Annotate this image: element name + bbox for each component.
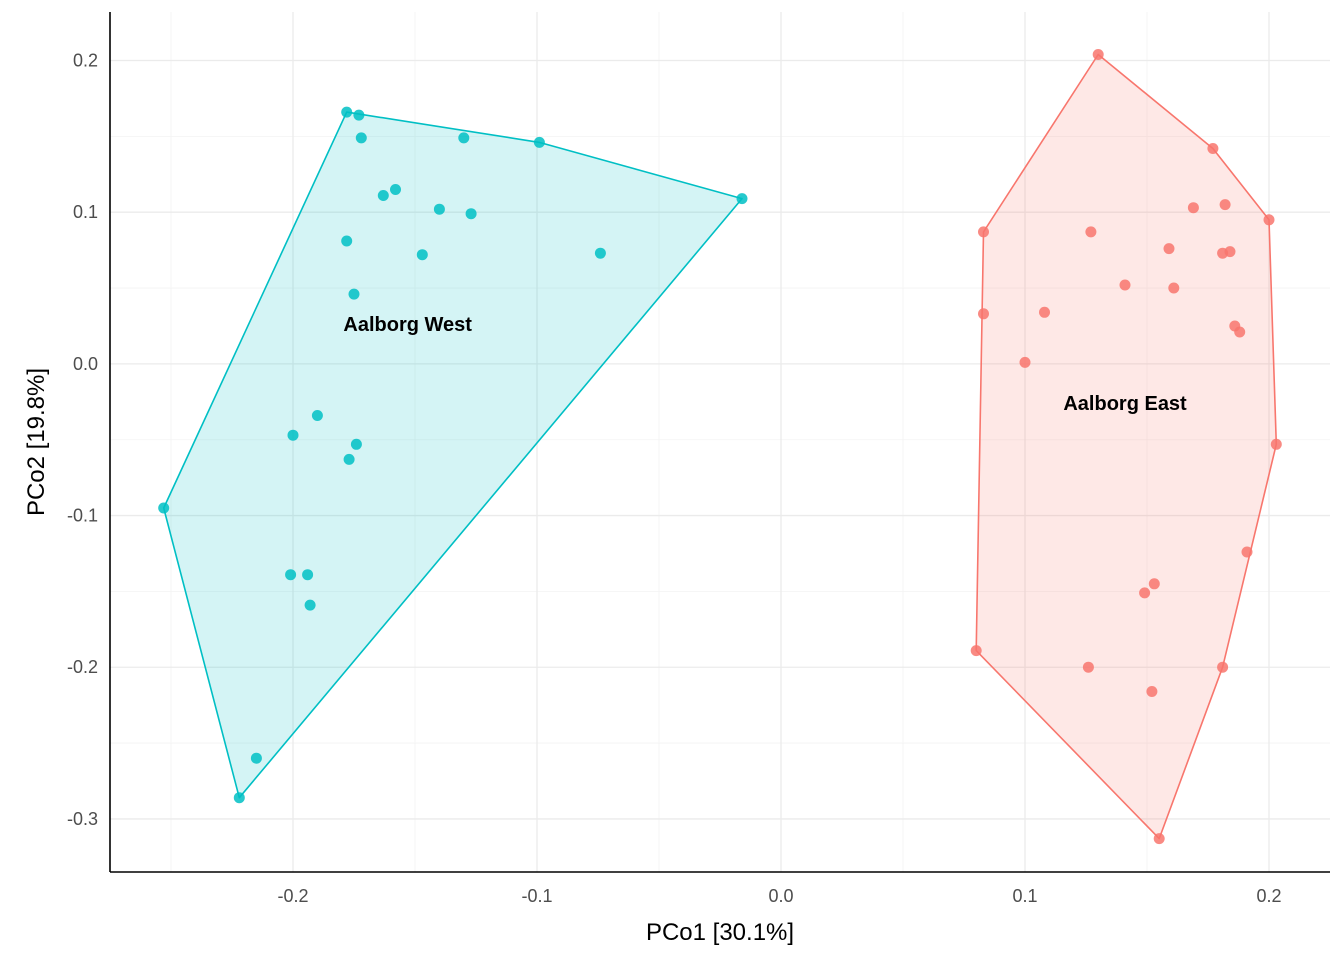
grid-lines bbox=[110, 12, 1330, 872]
x-axis-title: PCo1 [30.1%] bbox=[646, 919, 794, 946]
point-aalborg-east bbox=[1092, 49, 1104, 60]
label-aalborg-west: Aalborg West bbox=[343, 314, 472, 336]
x-tick-label: -0.1 bbox=[521, 886, 552, 906]
point-aalborg-west bbox=[311, 410, 323, 421]
point-aalborg-west bbox=[350, 438, 362, 450]
point-aalborg-west bbox=[348, 288, 360, 300]
point-aalborg-east bbox=[1219, 199, 1231, 211]
y-tick-label: 0.1 bbox=[73, 202, 98, 222]
point-aalborg-west bbox=[233, 792, 245, 804]
point-aalborg-west bbox=[736, 193, 748, 205]
x-tick-label: -0.2 bbox=[277, 886, 308, 906]
y-tick-label: 0.0 bbox=[73, 354, 98, 374]
point-aalborg-west bbox=[285, 569, 297, 581]
point-aalborg-east bbox=[1270, 438, 1282, 450]
hull-aalborg-east bbox=[975, 53, 1278, 840]
point-aalborg-east bbox=[1224, 246, 1236, 258]
point-aalborg-east bbox=[1146, 686, 1158, 697]
point-aalborg-east bbox=[970, 645, 982, 657]
point-aalborg-east bbox=[1153, 833, 1165, 845]
point-aalborg-west bbox=[158, 502, 170, 514]
point-aalborg-west bbox=[594, 247, 606, 259]
point-aalborg-east bbox=[978, 226, 989, 238]
point-aalborg-west bbox=[287, 429, 299, 441]
point-aalborg-west bbox=[250, 752, 262, 764]
point-aalborg-east bbox=[1241, 546, 1253, 558]
tick-labels: -0.2 -0.1 0.0 0.1 0.2 -0.3 -0.2 -0.1 0.0 0.1 0.2 bbox=[67, 51, 1282, 906]
point-aalborg-west bbox=[355, 132, 367, 144]
point-aalborg-west bbox=[433, 203, 445, 215]
label-aalborg-east: Aalborg East bbox=[1063, 393, 1187, 415]
point-aalborg-east bbox=[1119, 279, 1131, 291]
y-tick-label: 0.2 bbox=[73, 51, 98, 71]
point-aalborg-west bbox=[353, 109, 365, 121]
point-aalborg-west bbox=[302, 569, 314, 581]
x-tick-label: 0.0 bbox=[768, 886, 793, 906]
point-aalborg-east bbox=[1039, 306, 1050, 318]
point-aalborg-east bbox=[978, 308, 989, 320]
point-aalborg-west bbox=[465, 208, 477, 220]
data-points bbox=[158, 49, 1282, 845]
x-tick-label: 0.2 bbox=[1256, 886, 1281, 906]
y-tick-label: -0.3 bbox=[67, 809, 98, 829]
point-aalborg-east bbox=[1168, 282, 1180, 294]
point-aalborg-east bbox=[1217, 661, 1229, 673]
point-aalborg-east bbox=[1019, 356, 1031, 368]
point-aalborg-west bbox=[377, 190, 389, 201]
point-aalborg-west bbox=[304, 599, 316, 611]
axes bbox=[109, 12, 1330, 873]
point-aalborg-east bbox=[1082, 661, 1094, 673]
point-aalborg-west bbox=[458, 132, 470, 144]
point-aalborg-east bbox=[1139, 587, 1151, 599]
group-labels: Aalborg West Aalborg East bbox=[343, 314, 1187, 415]
convex-hulls bbox=[162, 53, 1278, 840]
point-aalborg-west bbox=[390, 184, 401, 195]
point-aalborg-east bbox=[1263, 214, 1275, 226]
point-aalborg-east bbox=[1187, 202, 1199, 214]
y-tick-label: -0.1 bbox=[67, 506, 98, 526]
y-tick-label: -0.2 bbox=[67, 657, 98, 677]
y-axis-title: PCo2 [19.8%] bbox=[23, 368, 50, 516]
x-tick-label: 0.1 bbox=[1012, 886, 1037, 906]
point-aalborg-east bbox=[1207, 143, 1219, 154]
point-aalborg-east bbox=[1148, 578, 1160, 590]
point-aalborg-west bbox=[416, 249, 428, 261]
point-aalborg-east bbox=[1163, 243, 1175, 255]
point-aalborg-west bbox=[343, 453, 355, 465]
point-aalborg-east bbox=[1085, 226, 1097, 238]
point-aalborg-west bbox=[533, 136, 545, 148]
point-aalborg-west bbox=[341, 235, 353, 247]
point-aalborg-west bbox=[341, 106, 353, 118]
hull-aalborg-west bbox=[162, 111, 743, 799]
point-aalborg-east bbox=[1234, 326, 1246, 338]
